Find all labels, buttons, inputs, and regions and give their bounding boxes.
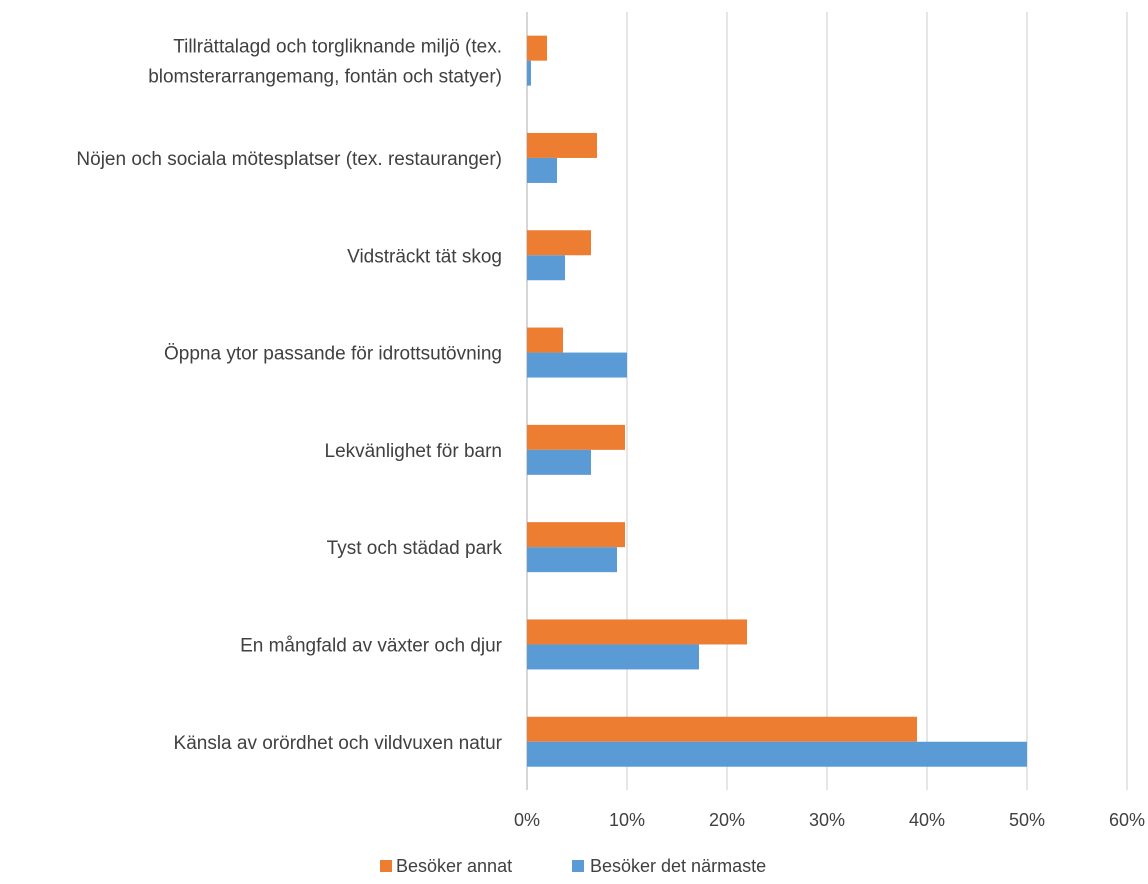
category-label: En mångfald av växter och djur xyxy=(240,635,503,656)
x-tick-label: 60% xyxy=(1109,810,1145,830)
legend-swatch xyxy=(572,860,584,872)
bar-besoker-narmaste xyxy=(527,60,531,86)
bar-besoker-narmaste xyxy=(527,157,557,183)
x-tick-label: 10% xyxy=(609,810,645,830)
bar-besoker-narmaste xyxy=(527,255,565,281)
bar-besoker-annat xyxy=(527,522,625,548)
bar-besoker-narmaste xyxy=(527,741,1027,767)
legend-swatch xyxy=(380,860,392,872)
bar-besoker-annat xyxy=(527,716,917,742)
legend-label: Besöker annat xyxy=(396,856,512,876)
category-label: Vidsträckt tät skog xyxy=(347,246,502,267)
x-tick-label: 40% xyxy=(909,810,945,830)
bar-besoker-narmaste xyxy=(527,449,591,475)
x-tick-label: 20% xyxy=(709,810,745,830)
bars xyxy=(527,35,1027,767)
category-label: Nöjen och sociala mötesplatser (tex. res… xyxy=(76,149,502,170)
category-label: blomsterarrangemang, fontän och statyer) xyxy=(148,67,502,88)
bar-besoker-narmaste xyxy=(527,644,699,670)
bar-besoker-annat xyxy=(527,619,747,645)
bar-besoker-annat xyxy=(527,35,547,61)
category-label: Tillrättalagd och torgliknande miljö (te… xyxy=(173,37,502,58)
x-tick-label: 0% xyxy=(514,810,540,830)
x-axis-ticks: 0% 10% 20% 30% 40% 50% 60% xyxy=(514,810,1145,830)
bar-besoker-annat xyxy=(527,230,591,256)
category-labels: Tillrättalagd och torgliknande miljö (te… xyxy=(76,37,502,754)
category-label: Tyst och städad park xyxy=(327,538,503,559)
bar-besoker-narmaste xyxy=(527,547,617,573)
bar-besoker-annat xyxy=(527,327,563,353)
x-tick-label: 30% xyxy=(809,810,845,830)
bar-besoker-annat xyxy=(527,424,625,450)
x-tick-label: 50% xyxy=(1009,810,1045,830)
bar-besoker-annat xyxy=(527,132,597,158)
category-label: Öppna ytor passande för idrottsutövning xyxy=(164,344,502,365)
category-label: Känsla av orördhet och vildvuxen natur xyxy=(174,733,503,754)
legend-label: Besöker det närmaste xyxy=(590,856,766,876)
gridlines xyxy=(526,12,1128,790)
bar-besoker-narmaste xyxy=(527,352,627,378)
legend: Besöker annat Besöker det närmaste xyxy=(380,856,766,876)
category-label: Lekvänlighet för barn xyxy=(325,441,502,462)
